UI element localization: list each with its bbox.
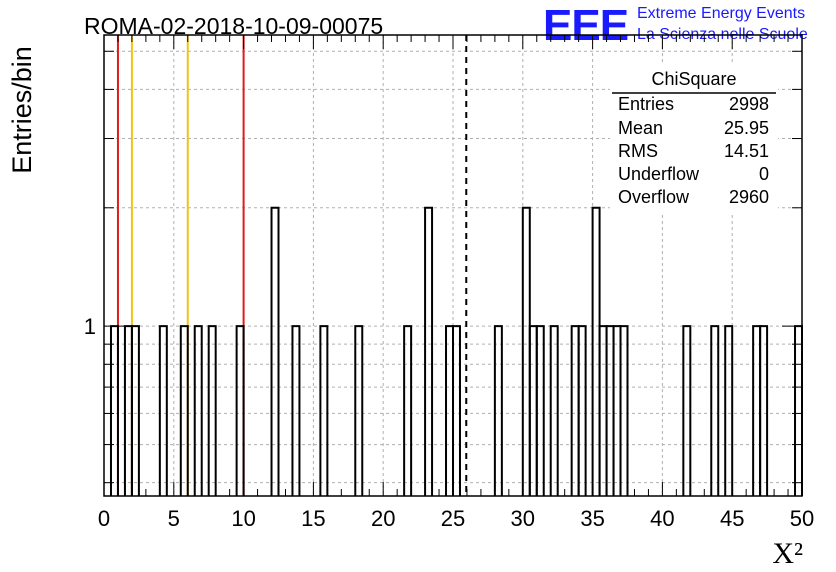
logo-line-1: Extreme Energy Events (637, 5, 805, 22)
histogram-bin (445, 325, 454, 496)
x-tick-label: 45 (720, 506, 744, 531)
histogram-bin (193, 325, 203, 496)
stats-box-background (610, 62, 778, 212)
x-tick-label: 5 (168, 506, 180, 531)
x-tick-label: 10 (231, 506, 255, 531)
histogram-bin (130, 325, 140, 496)
histogram-bin (710, 325, 720, 496)
histogram-bin (598, 325, 608, 496)
stats-value-underflow: 0 (759, 164, 769, 184)
histogram-bin (612, 325, 622, 496)
histogram-bin (549, 325, 559, 496)
histogram-bin (109, 325, 119, 496)
axis-ticks: 0 5 10 15 20 25 30 35 40 45 50 1 (84, 35, 814, 531)
histogram-bin (570, 325, 580, 496)
x-tick-label: 40 (650, 506, 674, 531)
x-tick-label: 15 (301, 506, 325, 531)
histogram-bin (521, 206, 531, 496)
stats-value-rms: 14.51 (724, 141, 769, 161)
x-tick-label: 0 (98, 506, 110, 531)
y-axis-label: Entries/bin (7, 46, 37, 174)
histogram-bin (605, 325, 615, 496)
y-tick-label: 1 (84, 314, 96, 339)
histogram-bin (528, 325, 538, 496)
histogram-bin (424, 206, 434, 496)
histogram-bin (158, 325, 168, 496)
histogram-bars (109, 206, 803, 496)
x-tick-label: 25 (441, 506, 465, 531)
histogram-bin (577, 325, 587, 496)
histogram-bin (794, 325, 803, 496)
x-tick-label: 30 (511, 506, 535, 531)
histogram-bin (403, 325, 413, 496)
stats-label-rms: RMS (618, 141, 658, 161)
histogram-bin (270, 206, 280, 496)
stats-value-entries: 2998 (729, 94, 769, 114)
histogram-bin (759, 325, 769, 496)
histogram-bin (319, 325, 329, 496)
logo-mark: EEE (543, 1, 628, 50)
histogram-bin (123, 325, 133, 496)
stats-value-overflow: 2960 (729, 187, 769, 207)
histogram-bin (207, 325, 217, 496)
stats-value-mean: 25.95 (724, 118, 769, 138)
stats-label-overflow: Overflow (618, 187, 690, 207)
x-axis-label: X² (772, 537, 803, 570)
histogram-bin (452, 325, 461, 496)
stats-label-underflow: Underflow (618, 164, 700, 184)
stats-label-entries: Entries (618, 94, 674, 114)
histogram-bin (235, 325, 245, 496)
x-tick-label: 20 (371, 506, 395, 531)
histogram-bin (291, 325, 301, 496)
histogram-bin (724, 325, 734, 496)
histogram-bin (493, 325, 503, 496)
stats-box-name: ChiSquare (651, 69, 736, 89)
histogram-bin (354, 325, 364, 496)
histogram-bin (179, 325, 189, 496)
histogram-bin (591, 206, 601, 496)
histogram-bin (682, 325, 692, 496)
x-tick-label: 50 (790, 506, 814, 531)
histogram-bin (619, 325, 629, 496)
x-tick-label: 35 (580, 506, 604, 531)
stats-label-mean: Mean (618, 118, 663, 138)
stats-box: ChiSquare Entries 2998 Mean 25.95 RMS 14… (610, 62, 778, 212)
eee-logo: EEE Extreme Energy Events La Scienza nel… (543, 1, 808, 50)
histogram-bin (535, 325, 545, 496)
histogram-bin (752, 325, 762, 496)
